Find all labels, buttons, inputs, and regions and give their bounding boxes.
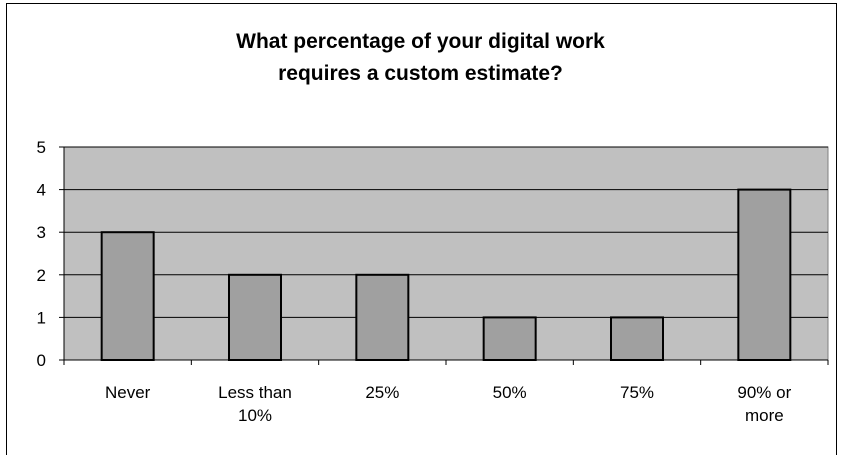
plot-area	[63, 146, 829, 361]
bar	[610, 316, 664, 361]
bar	[737, 188, 792, 361]
x-tick-label: 10%	[238, 406, 272, 425]
x-tick-label: 90% or	[737, 383, 791, 402]
chart-title-line-2: requires a custom estimate?	[278, 62, 563, 85]
x-tick-label: Less than	[218, 383, 292, 402]
chart-title-line-1: What percentage of your digital work	[236, 30, 605, 53]
chart-title: What percentage of your digital work req…	[0, 26, 841, 90]
x-tick-label: Never	[105, 383, 151, 402]
bar	[482, 316, 537, 361]
y-tick-label: 5	[37, 138, 46, 157]
x-tick-label: 50%	[493, 383, 527, 402]
y-tick-label: 0	[37, 351, 46, 370]
x-tick-label: 25%	[365, 383, 399, 402]
bar	[355, 273, 410, 361]
bar	[228, 273, 282, 361]
x-tick-label: 75%	[620, 383, 654, 402]
x-tick-label: more	[745, 406, 784, 425]
y-tick-label: 4	[37, 181, 46, 200]
y-tick-label: 1	[37, 308, 46, 327]
bar	[100, 231, 155, 361]
y-tick-label: 3	[37, 223, 46, 242]
y-tick-label: 2	[37, 266, 46, 285]
